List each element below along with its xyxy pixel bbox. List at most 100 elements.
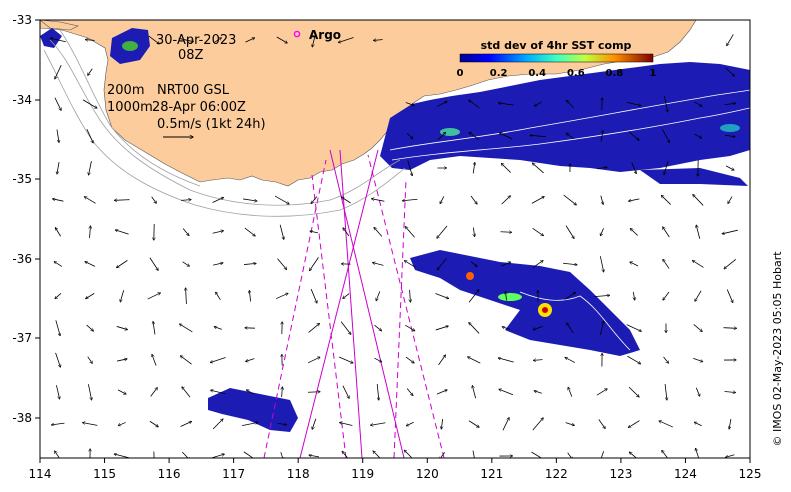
current-arrow	[57, 162, 60, 174]
current-arrow	[213, 263, 223, 266]
colorbar-gradient	[459, 53, 654, 63]
current-arrow	[437, 257, 448, 270]
current-arrow	[436, 101, 447, 107]
current-arrow	[470, 261, 477, 266]
current-arrow	[342, 451, 349, 458]
argo-legend-marker	[293, 30, 301, 38]
current-arrow	[245, 38, 254, 43]
current-arrow	[600, 131, 603, 142]
current-arrow	[629, 452, 638, 458]
colorbar-tick-label: 0.4	[528, 68, 546, 79]
current-arrow	[181, 451, 190, 458]
current-arrow	[531, 197, 544, 204]
current-arrow	[600, 195, 603, 205]
current-arrow	[469, 323, 480, 334]
current-arrow	[405, 324, 414, 331]
current-arrow	[310, 257, 319, 270]
current-arrow	[473, 227, 474, 237]
current-arrow	[724, 103, 736, 105]
x-tick-label: 114	[29, 467, 52, 481]
current-arrow	[501, 262, 510, 267]
current-arrow	[535, 101, 542, 106]
current-arrow	[534, 391, 542, 394]
current-arrow	[472, 386, 477, 399]
y-tick-label: -38	[12, 411, 32, 425]
y-tick-label: -35	[12, 172, 32, 186]
current-arrow	[566, 133, 574, 140]
current-arrow	[661, 195, 671, 205]
current-arrow	[86, 324, 94, 331]
current-arrow	[626, 324, 642, 332]
current-arrow	[435, 326, 448, 331]
colorbar: std dev of 4hr SST comp 0 0.2 0.4 0.6 0.8 1	[457, 39, 657, 79]
argo-label: Argo	[309, 28, 341, 42]
current-arrow	[532, 228, 544, 235]
current-arrow	[150, 388, 158, 397]
current-arrow	[469, 132, 480, 140]
current-arrow	[282, 387, 283, 398]
current-arrow	[404, 450, 413, 458]
current-arrow	[117, 389, 126, 394]
current-arrow	[594, 295, 610, 296]
current-arrow	[693, 195, 704, 206]
current-arrow	[664, 384, 667, 400]
current-arrow	[406, 421, 414, 426]
current-arrow	[696, 225, 701, 239]
current-arrow	[534, 360, 543, 361]
current-arrow	[631, 162, 637, 173]
colorbar-tick-label: 1	[650, 68, 657, 79]
current-arrow	[468, 420, 479, 428]
current-arrow	[440, 196, 445, 203]
current-arrow	[724, 391, 736, 392]
current-arrow	[627, 355, 641, 364]
current-arrow	[53, 199, 64, 202]
current-arrow	[180, 200, 191, 201]
hour-label: 08Z	[178, 48, 204, 63]
current-arrow	[246, 358, 255, 362]
current-arrow	[85, 262, 96, 267]
current-arrow	[502, 327, 510, 330]
current-arrow	[56, 385, 59, 399]
current-arrow	[472, 450, 475, 458]
current-arrow	[628, 386, 639, 397]
current-arrow	[472, 163, 475, 174]
current-arrow	[153, 322, 156, 335]
x-tick-label: 120	[416, 467, 439, 481]
y-tick-label: -36	[12, 252, 32, 266]
colorbar-tick-label: 0	[457, 68, 464, 79]
current-arrow	[693, 324, 702, 331]
current-arrow	[627, 101, 641, 105]
credit-label: © IMOS 02-May-2023 05:05 Hobart	[771, 251, 784, 447]
current-arrow	[633, 291, 634, 300]
current-arrow	[376, 291, 381, 300]
y-tick-label: -34	[12, 93, 32, 107]
current-arrow	[338, 37, 354, 43]
current-arrow	[695, 290, 702, 301]
current-arrow	[373, 451, 381, 458]
current-arrow	[500, 133, 513, 140]
current-arrow	[149, 420, 158, 427]
current-arrow	[628, 420, 640, 428]
current-arrow	[468, 357, 481, 364]
y-tick-label: -37	[12, 331, 32, 345]
current-arrow	[662, 450, 669, 458]
current-arrow	[724, 258, 737, 268]
current-arrow	[338, 356, 353, 363]
x-axis: 114 115 116 117 118 119 120 121 122 123 124 125	[29, 458, 761, 481]
current-arrow	[630, 229, 638, 236]
date-label: 30-Apr-2023	[156, 33, 236, 48]
current-arrow	[596, 389, 607, 396]
current-arrow	[275, 293, 288, 300]
current-arrow	[470, 195, 477, 204]
contour-depth-200: 200m	[107, 83, 144, 98]
current-arrow	[468, 290, 479, 303]
current-arrow	[406, 132, 413, 139]
current-arrow	[249, 291, 250, 302]
current-arrow	[186, 288, 187, 305]
current-arrow	[115, 230, 129, 235]
current-arrow	[211, 390, 226, 395]
colorbar-tick-label: 0.6	[567, 68, 585, 79]
current-arrow	[277, 258, 286, 270]
current-arrow	[211, 454, 224, 458]
current-arrow	[117, 359, 127, 362]
